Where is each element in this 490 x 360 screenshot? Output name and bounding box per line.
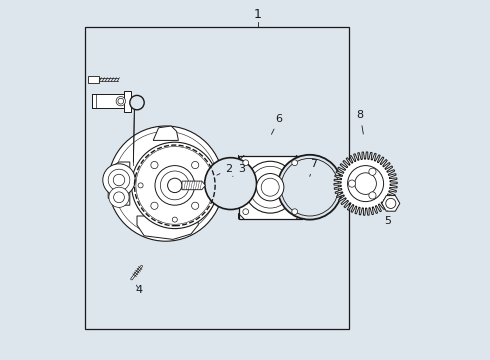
Text: 2: 2 bbox=[217, 164, 232, 175]
Circle shape bbox=[168, 178, 182, 193]
Circle shape bbox=[245, 161, 296, 213]
Circle shape bbox=[249, 166, 291, 208]
Text: 4: 4 bbox=[135, 285, 143, 295]
Circle shape bbox=[386, 198, 396, 208]
Polygon shape bbox=[334, 152, 397, 215]
Circle shape bbox=[369, 192, 376, 199]
Circle shape bbox=[277, 155, 342, 220]
Polygon shape bbox=[137, 216, 198, 239]
Circle shape bbox=[151, 202, 158, 210]
Circle shape bbox=[192, 161, 199, 168]
Polygon shape bbox=[382, 195, 400, 211]
Circle shape bbox=[261, 178, 279, 196]
Circle shape bbox=[205, 158, 257, 210]
Circle shape bbox=[130, 95, 144, 110]
Text: 6: 6 bbox=[271, 114, 283, 134]
Polygon shape bbox=[153, 126, 178, 140]
Bar bbox=[92, 94, 124, 108]
Circle shape bbox=[108, 169, 130, 191]
Polygon shape bbox=[182, 181, 205, 190]
Text: 1: 1 bbox=[254, 8, 262, 21]
Circle shape bbox=[243, 209, 248, 215]
Circle shape bbox=[192, 202, 199, 210]
Circle shape bbox=[206, 183, 212, 188]
Circle shape bbox=[114, 192, 124, 203]
Circle shape bbox=[132, 142, 218, 229]
Polygon shape bbox=[108, 162, 130, 205]
Circle shape bbox=[292, 209, 297, 215]
Text: 7: 7 bbox=[310, 159, 317, 176]
Bar bbox=[124, 91, 131, 112]
Circle shape bbox=[160, 171, 189, 200]
Circle shape bbox=[116, 96, 125, 106]
Circle shape bbox=[138, 183, 143, 188]
Circle shape bbox=[369, 168, 376, 175]
Circle shape bbox=[113, 174, 125, 186]
Circle shape bbox=[347, 166, 384, 202]
Bar bbox=[85, 27, 349, 329]
Circle shape bbox=[355, 173, 376, 194]
Text: 8: 8 bbox=[357, 110, 364, 134]
Circle shape bbox=[243, 160, 248, 166]
Text: 5: 5 bbox=[384, 211, 391, 226]
Bar bbox=[88, 76, 99, 83]
Circle shape bbox=[155, 166, 195, 205]
Bar bbox=[239, 156, 302, 219]
Circle shape bbox=[281, 158, 339, 216]
Circle shape bbox=[348, 180, 356, 187]
Circle shape bbox=[108, 126, 223, 241]
Text: 3: 3 bbox=[233, 164, 245, 176]
Circle shape bbox=[151, 161, 158, 168]
Circle shape bbox=[172, 217, 177, 222]
Circle shape bbox=[118, 98, 123, 104]
Circle shape bbox=[257, 174, 284, 201]
Circle shape bbox=[109, 187, 129, 207]
Circle shape bbox=[103, 164, 135, 196]
Circle shape bbox=[292, 160, 297, 166]
